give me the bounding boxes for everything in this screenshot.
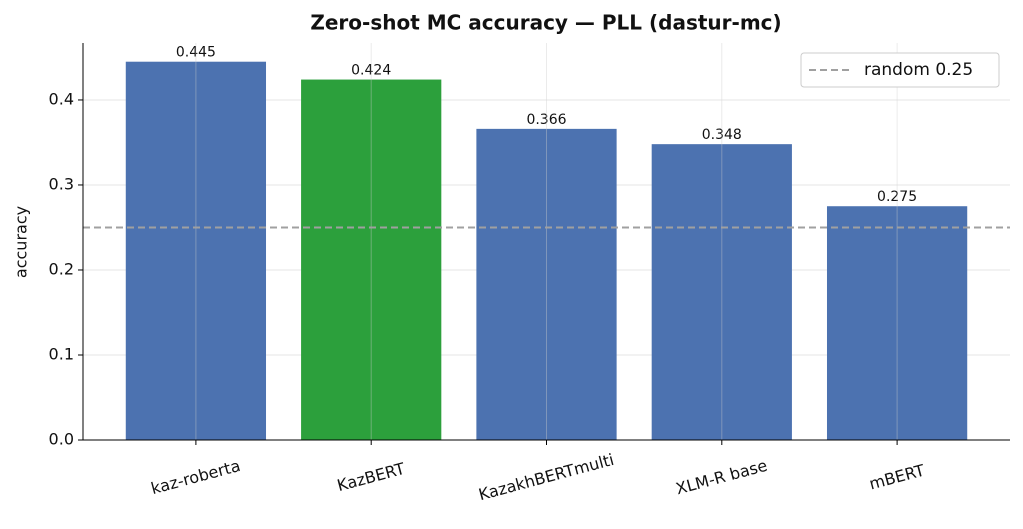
x-tick-label: mBERT xyxy=(867,461,927,494)
y-tick-label: 0.4 xyxy=(49,89,74,108)
x-tick-label: KazakhBERTmulti xyxy=(476,450,615,504)
bar xyxy=(301,79,442,441)
value-label: 0.366 xyxy=(526,112,566,128)
x-tick-label: XLM-R base xyxy=(674,456,770,499)
bar xyxy=(125,61,267,440)
x-tick-label: KazBERT xyxy=(335,459,407,495)
bar xyxy=(826,206,968,440)
value-label: 0.275 xyxy=(877,189,917,205)
value-label: 0.445 xyxy=(176,45,216,61)
legend-box xyxy=(800,52,1000,88)
x-tick-label: kaz-roberta xyxy=(149,456,242,498)
y-axis-label: accuracy xyxy=(12,206,31,278)
y-tick-label: 0.2 xyxy=(49,259,74,278)
y-tick-label: 0.1 xyxy=(49,344,74,363)
bar xyxy=(651,144,792,441)
legend: random 0.25 xyxy=(800,52,1000,88)
legend-label: random 0.25 xyxy=(864,60,973,80)
chart-title: Zero-shot MC accuracy — PLL (dastur-mc) xyxy=(310,11,781,35)
bar xyxy=(476,128,617,440)
y-tick-label: 0.0 xyxy=(49,430,74,449)
value-label: 0.348 xyxy=(702,127,742,143)
value-label: 0.424 xyxy=(351,63,391,79)
y-tick-label: 0.3 xyxy=(49,174,74,193)
